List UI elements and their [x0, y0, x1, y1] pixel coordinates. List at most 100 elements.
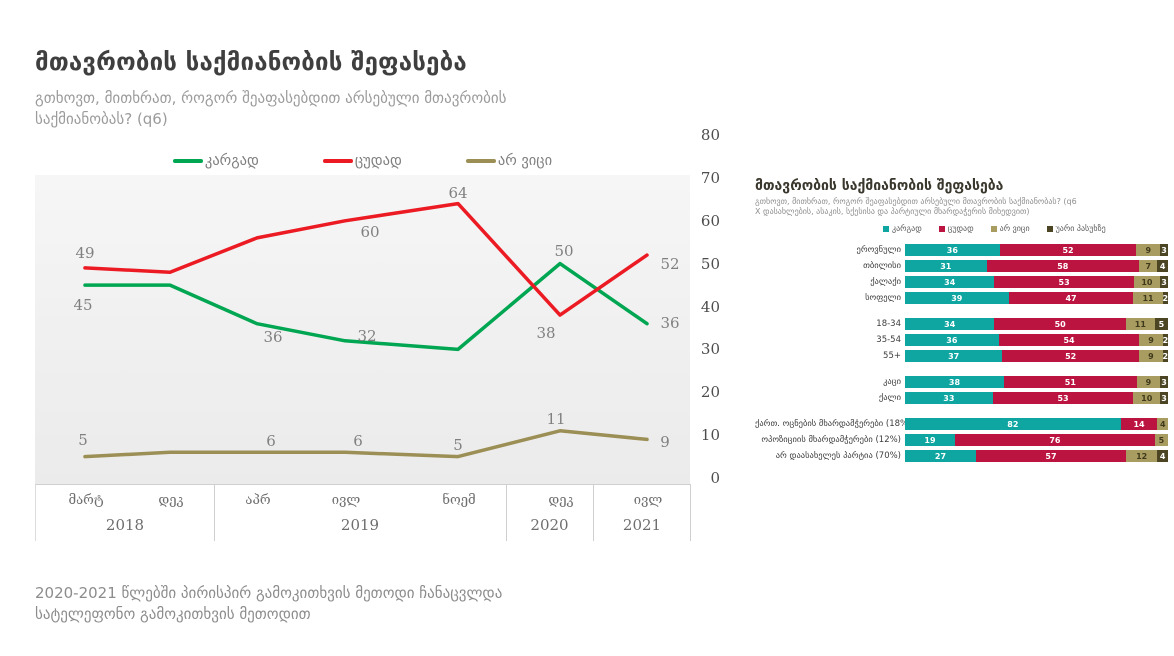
bar-row-label: ეროვნული	[856, 245, 901, 255]
bar-segment: 11	[1133, 292, 1163, 304]
legend-square-swatch	[990, 225, 997, 232]
data-point-label: 9	[660, 433, 670, 452]
bar-segment: 47	[1008, 292, 1134, 304]
bar-row-label: კაცი	[883, 377, 901, 387]
bar-row: ოპოზიციის მხარდამჭერები (12%) 19 76 5	[755, 434, 1172, 446]
bar-segment: 5	[1154, 434, 1168, 446]
bar-segment: 53	[994, 276, 1134, 288]
bar-row-label: ქართ. ოცნების მხარდამჭერები (18%)	[755, 419, 912, 429]
data-point-label: 45	[73, 296, 93, 315]
bar-row: ქალაქი 34 53 10 3	[755, 276, 1172, 288]
data-point-label: 36	[263, 327, 283, 346]
x-axis-month-label: დეკ	[548, 493, 574, 508]
bar-row-label: ოპოზიციის მხარდამჭერები (12%)	[761, 435, 901, 445]
bar-track: 34 53 10 3	[905, 276, 1168, 288]
legend-item: კარგად	[172, 153, 259, 169]
bar-segment: 3	[1160, 376, 1168, 388]
bar-row-group: ეროვნული 36 52 9 3 თბილისი 31 58 7 4 ქალაქი 34 53 10 3…	[755, 244, 1172, 304]
page-subtitle-line2: საქმიანობას? (q6)	[35, 110, 168, 128]
legend-item-label: კარგად	[892, 224, 922, 233]
bar-segment: 14	[1120, 418, 1158, 430]
breakdown-bar-chart-panel: მთავრობის საქმიანობის შეფასება გთხოვთ, მ…	[755, 178, 1172, 476]
bar-row-label: ქალი	[878, 393, 901, 403]
legend-item: კარგად	[883, 224, 922, 233]
page-title: მთავრობის საქმიანობის შეფასება	[35, 48, 467, 76]
y-axis-tick-label: 60	[700, 211, 720, 230]
bar-chart-subtitle-line2: X დასახლების, ასაკის, სქესისა და პარტიულ…	[755, 207, 1030, 216]
bar-segment: 2	[1162, 292, 1169, 304]
bar-chart-subtitle-line1: გთხოვთ, მითხრათ, როგორ შეაფასებდით არსებ…	[755, 197, 1077, 206]
data-point-label: 52	[660, 255, 680, 274]
data-point-label: 49	[75, 243, 95, 262]
bar-row: ქალი 33 53 10 3	[755, 392, 1172, 404]
legend-line-swatch	[172, 159, 203, 163]
y-axis-tick-label: 30	[700, 340, 720, 359]
bar-segment: 11	[1125, 318, 1155, 330]
bar-segment: 51	[1003, 376, 1137, 388]
bar-segment: 53	[992, 392, 1134, 404]
bar-row-label: 35-54	[876, 335, 901, 345]
bar-segment: 58	[986, 260, 1140, 272]
bar-segment: 10	[1133, 276, 1161, 288]
data-point-label: 5	[453, 435, 463, 454]
x-axis-year-label: 2020	[530, 516, 569, 534]
bar-segment: 9	[1139, 350, 1163, 362]
legend-square-swatch	[1046, 225, 1053, 232]
data-point-label: 64	[448, 183, 468, 202]
bar-chart-subtitle: გთხოვთ, მითხრათ, როგორ შეაფასებდით არსებ…	[755, 197, 1172, 217]
bar-row: 35-54 36 54 9 2	[755, 334, 1172, 346]
bar-segment: 2	[1162, 350, 1169, 362]
bar-segment: 39	[905, 292, 1009, 304]
bar-segment: 9	[1136, 244, 1161, 256]
bar-row-label: თბილისი	[863, 261, 901, 271]
bar-chart-rows: ეროვნული 36 52 9 3 თბილისი 31 58 7 4 ქალაქი 34 53 10 3…	[755, 244, 1172, 462]
bar-segment: 27	[905, 450, 976, 462]
bar-track: 36 52 9 3	[905, 244, 1168, 256]
x-axis-month-label: ნოემ	[442, 493, 476, 508]
x-axis-month-label: აპრ	[245, 493, 271, 508]
x-axis-month-label: მარტ	[68, 493, 104, 508]
methodology-note-line1: 2020-2021 წლებში პირისპირ გამოკითხვის მე…	[35, 584, 503, 602]
bar-segment: 36	[905, 244, 1000, 256]
bar-segment: 4	[1157, 450, 1168, 462]
bar-row: თბილისი 31 58 7 4	[755, 260, 1172, 272]
line-chart-lines	[83, 201, 649, 459]
data-point-label: 60	[360, 222, 380, 241]
legend-item-label: ცუდად	[354, 153, 402, 169]
legend-square-swatch	[883, 225, 889, 232]
y-axis-tick-label: 50	[700, 254, 720, 273]
line-chart-legend: კარგად ცუდად არ ვიცი	[35, 153, 690, 169]
legend-item: ცუდად	[938, 224, 974, 233]
legend-item-label: ცუდად	[947, 224, 974, 233]
bar-row-group: 18-34 34 50 11 5 35-54 36 54 9 2 55+ 37 52 9 2	[755, 318, 1172, 362]
bar-row: 18-34 34 50 11 5	[755, 318, 1172, 330]
line-chart-x-axis: მარტ დეკ აპრ ივლ ნოემ დეკ ივლ 2018 2019 2020 2021	[35, 484, 691, 541]
x-axis-group-divider	[506, 485, 507, 541]
bar-segment: 9	[1139, 334, 1163, 346]
bar-row: ეროვნული 36 52 9 3	[755, 244, 1172, 256]
bar-segment: 3	[1160, 244, 1168, 256]
bar-segment: 4	[1157, 418, 1168, 430]
bar-segment: 76	[954, 434, 1155, 446]
bar-segment: 34	[905, 318, 995, 330]
bar-row-group: ქართ. ოცნების მხარდამჭერები (18%) 82 14 4 ოპ…	[755, 418, 1172, 462]
bar-segment: 31	[905, 260, 987, 272]
x-axis-month-label: ივლ	[633, 493, 663, 508]
legend-item-label: კარგად	[204, 153, 259, 169]
y-axis-tick-label: 40	[700, 297, 720, 316]
y-axis-tick-label: 70	[700, 168, 720, 187]
y-axis-tick-label: 10	[700, 426, 720, 445]
bar-track: 37 52 9 2	[905, 350, 1168, 362]
bar-segment: 3	[1160, 392, 1168, 404]
data-point-label: 5	[78, 430, 88, 449]
methodology-note-line2: სატელეფონო გამოკითხვის მეთოდით	[35, 605, 311, 623]
legend-square-swatch	[938, 225, 945, 232]
data-point-label: 36	[660, 313, 680, 332]
y-axis-tick-label: 0	[710, 469, 720, 487]
bar-row-group: კაცი 38 51 9 3 ქალი 33 53 10 3	[755, 376, 1172, 404]
bar-segment: 19	[905, 434, 955, 446]
methodology-note: 2020-2021 წლებში პირისპირ გამოკითხვის მე…	[35, 583, 502, 625]
legend-item: უარი პასუხზე	[1046, 224, 1106, 233]
bar-segment: 12	[1125, 450, 1158, 462]
data-point-label: 6	[266, 432, 276, 451]
